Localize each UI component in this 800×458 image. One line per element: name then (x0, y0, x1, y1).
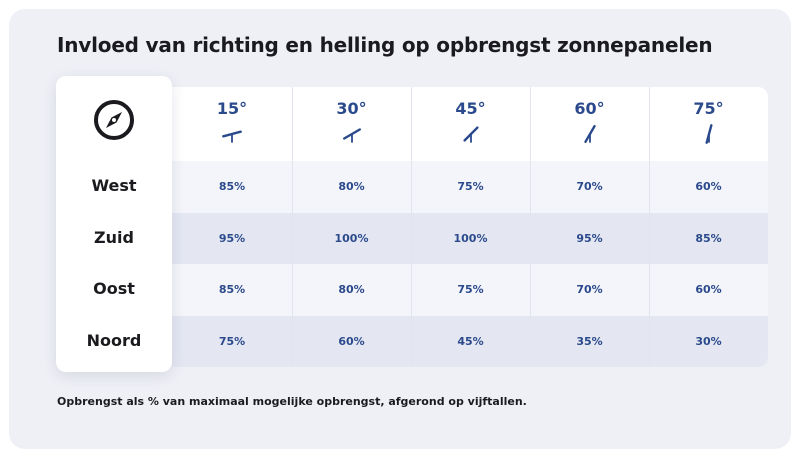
tilt-75-icon (704, 124, 713, 144)
yield-table: 15° 30° 45° 60° 75° (172, 87, 768, 367)
table-cell: 30% (695, 334, 722, 348)
table-cell: 100% (453, 231, 488, 245)
table-cell: 100% (334, 231, 369, 245)
column-divider (530, 87, 531, 367)
column-divider (292, 87, 293, 367)
page-title: Invloed van richting en helling op opbre… (57, 33, 713, 57)
tilt-45-icon (462, 126, 479, 143)
table-cell: 75% (457, 283, 484, 296)
table-cell: 85% (695, 231, 722, 245)
compass-icon (94, 100, 134, 140)
table-cell: 75% (218, 334, 246, 348)
column-header-45: 45° (411, 87, 530, 161)
table-cell: 60% (338, 334, 365, 348)
column-header-label: 30° (336, 99, 367, 118)
column-divider (411, 87, 412, 367)
column-header-label: 60° (574, 99, 605, 118)
table-cell: 70% (576, 283, 603, 296)
row-label-oost: Oost (93, 279, 135, 298)
table-cell: 80% (338, 283, 365, 296)
table-cell: 95% (218, 231, 246, 245)
column-header-label: 45° (455, 99, 486, 118)
footnote: Opbrengst als % van maximaal mogelijke o… (57, 395, 527, 408)
table-cell: 85% (218, 180, 246, 193)
table-cell: 95% (576, 231, 603, 245)
table-cell: 85% (218, 283, 246, 296)
column-header-60: 60° (530, 87, 649, 161)
table-cell: 35% (576, 334, 603, 348)
table-cell: 60% (695, 180, 722, 193)
table-row-oost: 85% 80% 75% 70% 60% (172, 264, 768, 316)
column-header-75: 75° (649, 87, 768, 161)
tilt-30-icon (342, 128, 361, 143)
column-header-15: 15° (172, 87, 292, 161)
direction-panel: West Zuid Oost Noord (56, 76, 172, 372)
table-cell: 75% (457, 180, 484, 193)
table-row-zuid: 95% 100% 100% 95% 85% (172, 212, 768, 264)
tilt-15-icon (222, 130, 242, 143)
column-header-30: 30° (292, 87, 411, 161)
column-header-label: 75° (693, 99, 724, 118)
column-divider (649, 87, 650, 367)
row-label-noord: Noord (86, 331, 142, 350)
row-label-west: West (91, 176, 137, 195)
table-cell: 80% (338, 180, 365, 193)
table-cell: 60% (695, 283, 722, 296)
table-cell: 45% (457, 334, 484, 348)
table-header-row: 15° 30° 45° 60° 75° (172, 87, 768, 161)
column-header-label: 15° (216, 99, 248, 118)
tilt-60-icon (583, 125, 596, 143)
table-row-west: 85% 80% 75% 70% 60% (172, 161, 768, 213)
table-cell: 70% (576, 180, 603, 193)
row-label-zuid: Zuid (94, 228, 134, 247)
table-row-noord: 75% 60% 45% 35% 30% (172, 315, 768, 367)
